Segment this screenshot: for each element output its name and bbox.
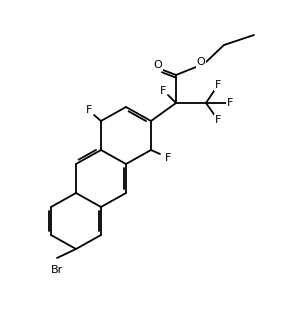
Text: F: F: [160, 86, 166, 96]
Text: Br: Br: [51, 265, 63, 275]
Text: F: F: [227, 98, 233, 108]
Text: F: F: [215, 115, 221, 125]
Text: O: O: [197, 57, 205, 67]
Text: O: O: [154, 60, 162, 70]
Text: F: F: [215, 80, 221, 90]
Text: F: F: [86, 105, 92, 115]
Text: F: F: [165, 153, 171, 163]
